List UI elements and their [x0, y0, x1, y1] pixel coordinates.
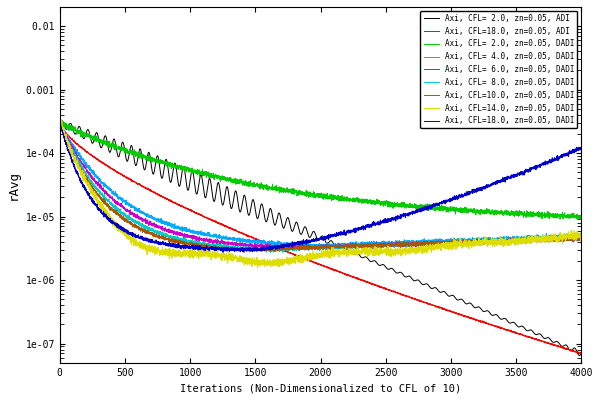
- Axi, CFL=14.0, zn=0.05, DADI: [536, 240, 543, 245]
- Axi, CFL= 2.0, zn=0.05, DADI: [577, 217, 584, 222]
- Axi, CFL= 4.0, zn=0.05, DADI: [56, 120, 64, 124]
- Axi, CFL= 8.0, zn=0.05, DADI: [56, 119, 64, 124]
- Axi, CFL=10.0, zn=0.05, DADI: [56, 120, 64, 125]
- Axi, CFL=18.0, zn=0.05, DADI: [536, 164, 543, 168]
- Line: Axi, CFL=10.0, zn=0.05, DADI: Axi, CFL=10.0, zn=0.05, DADI: [60, 122, 581, 252]
- Axi, CFL=18.0, zn=0.05, ADI : [562, 346, 569, 351]
- Axi, CFL= 6.0, zn=0.05, DADI: [275, 244, 283, 249]
- Axi, CFL= 2.0, zn=0.05, ADI : [435, 289, 442, 294]
- Axi, CFL=14.0, zn=0.05, DADI: [56, 121, 64, 126]
- Axi, CFL= 4.0, zn=0.05, DADI: [318, 245, 325, 250]
- Axi, CFL=18.0, zn=0.05, DADI: [220, 250, 227, 255]
- Axi, CFL=18.0, zn=0.05, DADI: [304, 240, 311, 244]
- Axi, CFL= 6.0, zn=0.05, DADI: [296, 248, 303, 252]
- Axi, CFL= 2.0, zn=0.05, ADI : [578, 351, 585, 356]
- Axi, CFL= 6.0, zn=0.05, DADI: [536, 238, 543, 242]
- Axi, CFL= 4.0, zn=0.05, DADI: [435, 239, 442, 244]
- Axi, CFL=18.0, zn=0.05, DADI: [578, 146, 585, 150]
- X-axis label: Iterations (Non-Dimensionalized to CFL of 10): Iterations (Non-Dimensionalized to CFL o…: [180, 383, 461, 393]
- Axi, CFL=18.0, zn=0.05, ADI : [304, 258, 311, 262]
- Axi, CFL=18.0, zn=0.05, ADI : [56, 120, 64, 125]
- Axi, CFL= 2.0, zn=0.05, DADI: [275, 187, 283, 192]
- Axi, CFL=18.0, zn=0.05, DADI: [280, 242, 287, 247]
- Axi, CFL= 8.0, zn=0.05, DADI: [56, 120, 64, 124]
- Axi, CFL=18.0, zn=0.05, DADI: [56, 120, 64, 125]
- Line: Axi, CFL=18.0, zn=0.05, ADI : Axi, CFL=18.0, zn=0.05, ADI: [60, 123, 581, 354]
- Axi, CFL=18.0, zn=0.05, ADI : [577, 351, 584, 356]
- Axi, CFL=18.0, zn=0.05, DADI: [562, 153, 569, 158]
- Axi, CFL= 4.0, zn=0.05, DADI: [578, 233, 585, 238]
- Axi, CFL=10.0, zn=0.05, DADI: [280, 245, 287, 250]
- Axi, CFL= 4.0, zn=0.05, DADI: [562, 234, 569, 238]
- Axi, CFL=10.0, zn=0.05, DADI: [241, 250, 248, 255]
- Axi, CFL=18.0, zn=0.05, DADI: [435, 202, 442, 207]
- Axi, CFL= 8.0, zn=0.05, DADI: [275, 247, 283, 252]
- Axi, CFL=10.0, zn=0.05, DADI: [304, 245, 311, 250]
- Axi, CFL=14.0, zn=0.05, DADI: [435, 245, 442, 250]
- Line: Axi, CFL=14.0, zn=0.05, DADI: Axi, CFL=14.0, zn=0.05, DADI: [60, 119, 581, 268]
- Axi, CFL=18.0, zn=0.05, ADI : [578, 351, 585, 356]
- Axi, CFL= 4.0, zn=0.05, DADI: [56, 120, 64, 125]
- Axi, CFL= 2.0, zn=0.05, ADI : [56, 120, 64, 125]
- Axi, CFL=14.0, zn=0.05, DADI: [562, 235, 569, 240]
- Axi, CFL= 6.0, zn=0.05, DADI: [304, 244, 311, 249]
- Axi, CFL= 8.0, zn=0.05, DADI: [536, 238, 543, 242]
- Axi, CFL=14.0, zn=0.05, DADI: [275, 261, 283, 266]
- Axi, CFL= 2.0, zn=0.05, DADI: [304, 190, 311, 195]
- Axi, CFL= 2.0, zn=0.05, ADI : [304, 230, 311, 235]
- Legend: Axi, CFL= 2.0, zn=0.05, ADI , Axi, CFL=18.0, zn=0.05, ADI , Axi, CFL= 2.0, zn=0.: Axi, CFL= 2.0, zn=0.05, ADI , Axi, CFL=1…: [421, 11, 577, 128]
- Axi, CFL= 4.0, zn=0.05, DADI: [304, 243, 311, 248]
- Axi, CFL= 2.0, zn=0.05, ADI : [58, 118, 65, 123]
- Axi, CFL= 2.0, zn=0.05, DADI: [562, 213, 569, 218]
- Axi, CFL= 2.0, zn=0.05, DADI: [536, 214, 543, 219]
- Axi, CFL=14.0, zn=0.05, DADI: [56, 117, 64, 122]
- Axi, CFL= 2.0, zn=0.05, DADI: [56, 121, 64, 126]
- Axi, CFL= 8.0, zn=0.05, DADI: [435, 242, 442, 247]
- Axi, CFL= 2.0, zn=0.05, DADI: [578, 215, 585, 220]
- Axi, CFL= 6.0, zn=0.05, DADI: [578, 236, 585, 241]
- Axi, CFL= 2.0, zn=0.05, ADI : [280, 225, 287, 230]
- Axi, CFL= 2.0, zn=0.05, ADI : [562, 342, 569, 347]
- Axi, CFL= 2.0, zn=0.05, ADI : [275, 210, 283, 215]
- Axi, CFL= 2.0, zn=0.05, DADI: [280, 186, 287, 191]
- Axi, CFL= 6.0, zn=0.05, DADI: [56, 121, 64, 126]
- Axi, CFL= 8.0, zn=0.05, DADI: [280, 246, 287, 251]
- Axi, CFL=10.0, zn=0.05, DADI: [275, 246, 283, 251]
- Axi, CFL=10.0, zn=0.05, DADI: [536, 238, 543, 243]
- Axi, CFL= 8.0, zn=0.05, DADI: [578, 236, 585, 241]
- Axi, CFL= 6.0, zn=0.05, DADI: [435, 241, 442, 246]
- Line: Axi, CFL= 2.0, zn=0.05, ADI : Axi, CFL= 2.0, zn=0.05, ADI: [60, 120, 581, 356]
- Axi, CFL= 2.0, zn=0.05, DADI: [435, 207, 442, 212]
- Line: Axi, CFL= 6.0, zn=0.05, DADI: Axi, CFL= 6.0, zn=0.05, DADI: [60, 122, 581, 250]
- Axi, CFL= 6.0, zn=0.05, DADI: [56, 119, 64, 124]
- Axi, CFL= 2.0, zn=0.05, ADI : [536, 331, 543, 336]
- Axi, CFL=10.0, zn=0.05, DADI: [435, 242, 442, 246]
- Axi, CFL= 2.0, zn=0.05, ADI : [576, 353, 583, 358]
- Axi, CFL=14.0, zn=0.05, DADI: [304, 254, 311, 259]
- Line: Axi, CFL= 2.0, zn=0.05, DADI: Axi, CFL= 2.0, zn=0.05, DADI: [60, 122, 581, 220]
- Axi, CFL= 4.0, zn=0.05, DADI: [280, 241, 287, 246]
- Axi, CFL= 4.0, zn=0.05, DADI: [536, 236, 543, 240]
- Axi, CFL= 4.0, zn=0.05, DADI: [275, 239, 283, 244]
- Axi, CFL= 8.0, zn=0.05, DADI: [562, 237, 569, 242]
- Axi, CFL=18.0, zn=0.05, ADI : [536, 338, 543, 342]
- Line: Axi, CFL= 4.0, zn=0.05, DADI: Axi, CFL= 4.0, zn=0.05, DADI: [60, 122, 581, 248]
- Axi, CFL=14.0, zn=0.05, DADI: [254, 265, 261, 270]
- Axi, CFL=14.0, zn=0.05, DADI: [578, 234, 585, 238]
- Axi, CFL=18.0, zn=0.05, ADI : [435, 305, 442, 310]
- Axi, CFL= 6.0, zn=0.05, DADI: [280, 245, 287, 250]
- Line: Axi, CFL=18.0, zn=0.05, DADI: Axi, CFL=18.0, zn=0.05, DADI: [60, 123, 581, 252]
- Axi, CFL= 8.0, zn=0.05, DADI: [267, 250, 274, 255]
- Axi, CFL= 2.0, zn=0.05, DADI: [58, 119, 65, 124]
- Y-axis label: rAvg: rAvg: [7, 170, 20, 200]
- Axi, CFL=10.0, zn=0.05, DADI: [562, 236, 569, 241]
- Line: Axi, CFL= 8.0, zn=0.05, DADI: Axi, CFL= 8.0, zn=0.05, DADI: [60, 122, 581, 252]
- Axi, CFL=14.0, zn=0.05, DADI: [280, 258, 287, 263]
- Axi, CFL= 8.0, zn=0.05, DADI: [304, 245, 311, 250]
- Axi, CFL=18.0, zn=0.05, ADI : [275, 246, 283, 250]
- Axi, CFL=18.0, zn=0.05, ADI : [280, 248, 287, 252]
- Axi, CFL= 6.0, zn=0.05, DADI: [562, 238, 569, 243]
- Axi, CFL=10.0, zn=0.05, DADI: [578, 236, 585, 241]
- Axi, CFL=18.0, zn=0.05, DADI: [275, 245, 283, 250]
